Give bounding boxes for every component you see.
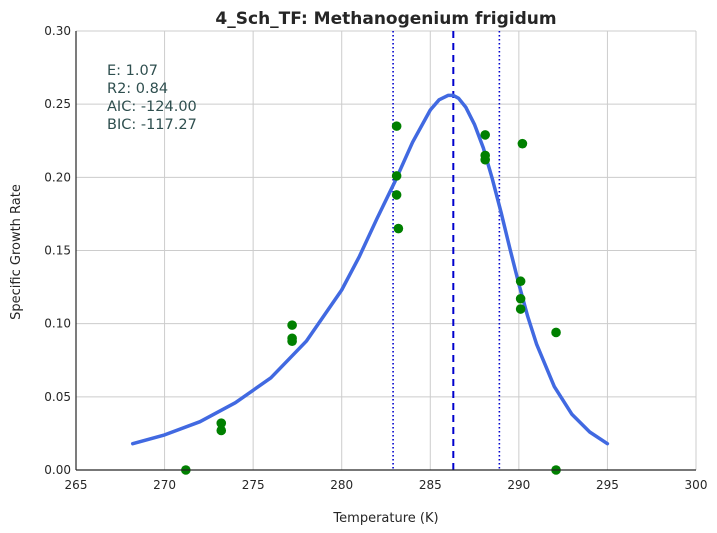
fit-curve-group [130, 93, 610, 446]
data-point [287, 336, 297, 347]
y-tick-label: 0.30 [44, 24, 71, 38]
fit-statistic: BIC: -117.27 [107, 117, 197, 133]
data-point [216, 418, 227, 428]
fit-statistic: AIC: -124.00 [107, 99, 197, 115]
y-axis-label: Specific Growth Rate [9, 184, 24, 320]
y-tick-label: 0.10 [44, 317, 71, 331]
x-tick-label: 295 [596, 478, 619, 492]
fit-statistic: R2: 0.84 [107, 81, 168, 97]
x-tick-label: 280 [330, 478, 353, 492]
x-tick-label: 300 [685, 478, 708, 492]
data-point [393, 223, 404, 234]
chart-title: 4_Sch_TF: Methanogenium frigidum [215, 9, 556, 29]
x-tick-label: 290 [507, 478, 530, 492]
x-axis-label: Temperature (K) [332, 511, 438, 526]
data-point [551, 327, 561, 338]
data-point [391, 121, 402, 131]
grid [75, 30, 697, 471]
data-point [480, 130, 491, 140]
fit-statistics: E: 1.07 R2: 0.84 AIC: -124.00 BIC: -117.27 [107, 63, 197, 133]
fit-curve [130, 93, 610, 446]
data-point [515, 293, 526, 304]
data-points [181, 121, 561, 475]
data-point [287, 320, 297, 330]
data-point [515, 304, 526, 314]
y-tick-label: 0.20 [44, 170, 71, 184]
data-point [391, 171, 402, 181]
data-point [515, 276, 526, 287]
data-point [517, 138, 528, 149]
y-tick-label: 0.15 [44, 244, 71, 258]
reference-lines [392, 31, 501, 470]
data-point [480, 154, 491, 165]
y-tick-label: 0.05 [44, 390, 71, 404]
data-point [391, 190, 402, 200]
y-tick-label: 0.00 [44, 463, 71, 477]
axes [75, 31, 696, 471]
x-tick-label: 275 [242, 478, 265, 492]
tick-labels: 265 270 275 280 285 290 295 300 0.00 0.05 0.10 0.15… [44, 24, 707, 492]
x-tick-label: 270 [153, 478, 176, 492]
x-tick-label: 265 [65, 478, 88, 492]
fit-statistic: E: 1.07 [107, 63, 158, 79]
y-tick-label: 0.25 [44, 97, 71, 111]
x-tick-label: 285 [419, 478, 442, 492]
data-point [216, 425, 227, 436]
